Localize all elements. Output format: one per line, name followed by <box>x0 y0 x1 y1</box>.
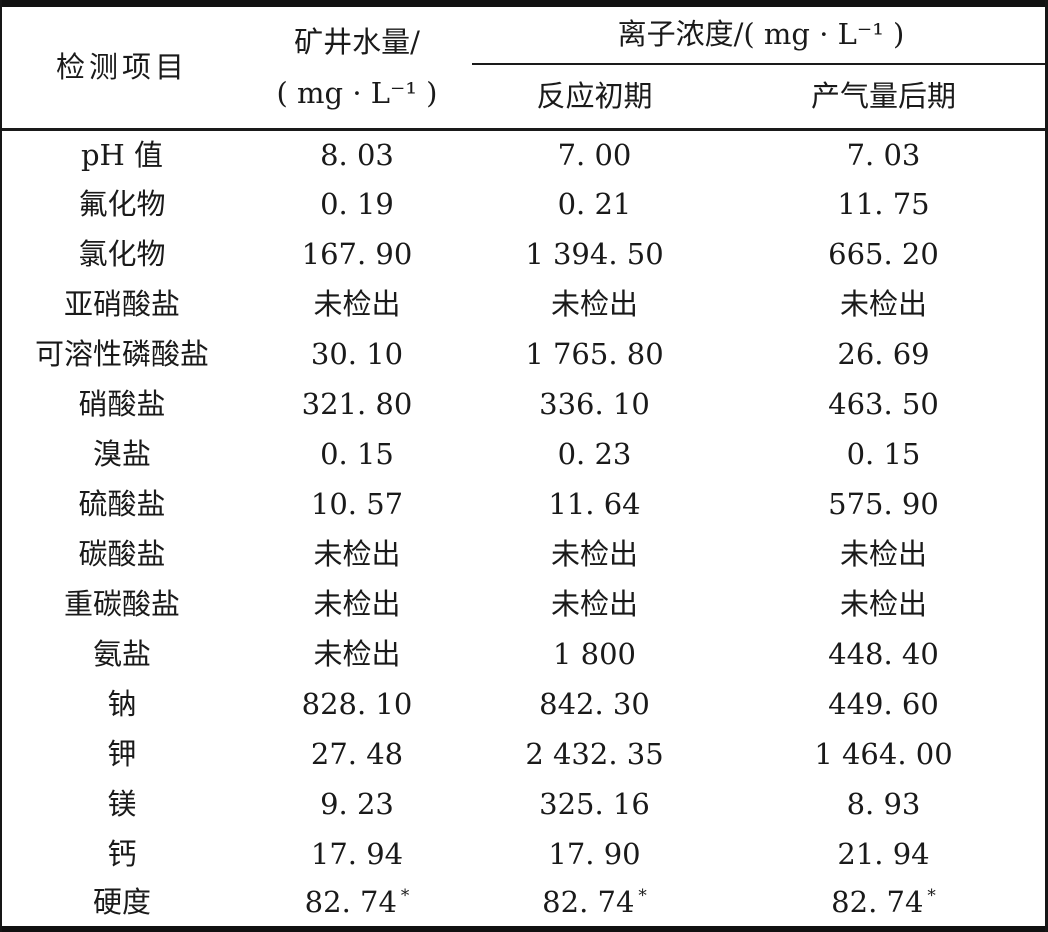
table-body: pH 值 8. 03 7. 00 7. 03 氟化物 0. 19 0. 21 11. 75 氯化… <box>2 130 1045 930</box>
cell-reaction-initial: 未检出 <box>550 536 638 571</box>
header-group-row: 检测项目 矿井水量/ ( mg · L⁻¹ ) 离子浓度/( mg · L⁻¹ … <box>2 3 1045 131</box>
row-item-label: 可溶性磷酸盐 <box>34 336 209 371</box>
table-row: 硝酸盐 321. 80 336. 10 463. 50 <box>2 379 1045 429</box>
header-detection-item: 检测项目 <box>2 3 242 131</box>
cell-mine-water: 未检出 <box>313 586 401 621</box>
cell-reaction-initial: 7. 00 <box>557 137 632 172</box>
table-row: 钾 27. 48 2 432. 35 1 464. 00 <box>2 729 1045 779</box>
cell-reaction-initial: 336. 10 <box>539 386 650 421</box>
cell-reaction-initial: 325. 16 <box>539 786 650 821</box>
cell-mine-water: 82. 74 * <box>304 885 410 920</box>
footnote-asterisk: * <box>400 885 410 906</box>
cell-gas-late: 21. 94 <box>837 836 930 871</box>
table-row: 碳酸盐 未检出 未检出 未检出 <box>2 529 1045 579</box>
header-sub-row: 反应初期 产气量后期 <box>2 63 1045 131</box>
cell-gas-late: 82. 74 * <box>831 885 936 920</box>
cell-gas-late: 7. 03 <box>846 137 921 172</box>
cell-reaction-initial: 未检出 <box>550 586 638 621</box>
row-item-label: 硬度 <box>92 885 151 920</box>
cell-mine-water: 828. 10 <box>301 686 413 721</box>
cell-reaction-initial: 17. 90 <box>548 836 641 871</box>
row-item-label: pH 值 <box>80 137 164 172</box>
row-item-label: 钠 <box>107 686 137 721</box>
cell-gas-late: 449. 60 <box>828 686 939 721</box>
cell-reaction-initial: 82. 74 * <box>542 885 647 920</box>
table-row: 氨盐 未检出 1 800 448. 40 <box>2 629 1045 679</box>
cell-gas-late: 463. 50 <box>828 386 939 421</box>
row-item-label: 钙 <box>107 836 137 871</box>
cell-reaction-initial: 0. 21 <box>557 187 632 222</box>
table-row: 钙 17. 94 17. 90 21. 94 <box>2 829 1045 879</box>
table-row: 硬度 82. 74 * 82. 74 * 82. 74 * <box>2 879 1045 929</box>
row-item-label: 钾 <box>107 736 137 771</box>
table-row: pH 值 8. 03 7. 00 7. 03 <box>2 130 1045 180</box>
cell-gas-late: 1 464. 00 <box>814 736 953 771</box>
cell-mine-water: 30. 10 <box>310 336 404 371</box>
cell-gas-late: 575. 90 <box>828 486 939 521</box>
cell-mine-water: 10. 57 <box>310 486 404 521</box>
table-row: 亚硝酸盐 未检出 未检出 未检出 <box>2 279 1045 329</box>
cell-mine-water: 167. 90 <box>301 237 413 272</box>
cell-reaction-initial: 未检出 <box>550 286 638 321</box>
row-item-label: 氨盐 <box>92 636 151 671</box>
cell-gas-late: 665. 20 <box>828 237 939 272</box>
cell-mine-water: 未检出 <box>313 636 401 671</box>
cell-reaction-initial: 842. 30 <box>539 686 650 721</box>
cell-reaction-initial: 11. 64 <box>548 486 641 521</box>
footnote-asterisk: * <box>927 885 936 906</box>
cell-mine-water: 9. 23 <box>320 786 394 821</box>
cell-gas-late: 8. 93 <box>846 786 921 821</box>
row-item-label: 溴盐 <box>92 436 151 471</box>
table-row: 氯化物 167. 90 1 394. 50 665. 20 <box>2 229 1045 279</box>
cell-mine-water: 8. 03 <box>320 137 394 172</box>
table-row: 溴盐 0. 15 0. 23 0. 15 <box>2 429 1045 479</box>
table-row: 硫酸盐 10. 57 11. 64 575. 90 <box>2 479 1045 529</box>
cell-mine-water: 321. 80 <box>301 386 413 421</box>
row-item-label: 碳酸盐 <box>78 536 166 571</box>
row-item-label: 亚硝酸盐 <box>63 286 180 321</box>
cell-mine-water: 0. 19 <box>320 187 394 222</box>
cell-reaction-initial: 2 432. 35 <box>525 736 664 771</box>
cell-reaction-initial: 1 394. 50 <box>525 237 664 272</box>
cell-gas-late: 11. 75 <box>837 187 930 222</box>
row-item-label: 氯化物 <box>78 237 166 272</box>
cell-gas-late: 448. 40 <box>828 636 939 671</box>
cell-reaction-initial: 1 765. 80 <box>525 336 664 371</box>
cell-gas-late: 未检出 <box>839 586 927 621</box>
cell-gas-late: 未检出 <box>839 536 927 571</box>
row-item-label: 硝酸盐 <box>78 386 166 421</box>
cell-gas-late: 0. 15 <box>846 436 921 471</box>
row-item-label: 氟化物 <box>78 187 166 222</box>
cell-mine-water: 17. 94 <box>310 836 404 871</box>
cell-reaction-initial: 0. 23 <box>557 436 632 471</box>
cell-mine-water: 未检出 <box>313 536 401 571</box>
table-row: 镁 9. 23 325. 16 8. 93 <box>2 779 1045 829</box>
row-item-label: 镁 <box>107 786 137 821</box>
cell-mine-water: 未检出 <box>313 286 401 321</box>
table-row: 氟化物 0. 19 0. 21 11. 75 <box>2 179 1045 229</box>
header-gas-production-late: 产气量后期 <box>717 63 1045 131</box>
header-mine-water-unit: ( mg · L⁻¹ ) <box>276 75 438 110</box>
cell-gas-late: 26. 69 <box>837 336 930 371</box>
cell-mine-water: 27. 48 <box>310 736 404 771</box>
table-row: 可溶性磷酸盐 30. 10 1 765. 80 26. 69 <box>2 329 1045 379</box>
row-item-label: 重碳酸盐 <box>63 586 180 621</box>
table-row: 钠 828. 10 842. 30 449. 60 <box>2 679 1045 729</box>
header-reaction-initial: 反应初期 <box>472 63 717 131</box>
header-ion-concentration-group: 离子浓度/( mg · L⁻¹ ) <box>472 3 1045 65</box>
cell-mine-water: 0. 15 <box>320 436 394 471</box>
cell-gas-late: 未检出 <box>839 286 927 321</box>
footnote-asterisk: * <box>638 885 647 906</box>
header-mine-water: 矿井水量/ ( mg · L⁻¹ ) <box>242 3 472 131</box>
header-mine-water-lines: 矿井水量/ ( mg · L⁻¹ ) <box>242 25 472 111</box>
table-header: 检测项目 矿井水量/ ( mg · L⁻¹ ) 离子浓度/( mg · L⁻¹ … <box>2 3 1045 131</box>
table-row: 重碳酸盐 未检出 未检出 未检出 <box>2 579 1045 629</box>
header-mine-water-title: 矿井水量/ <box>294 24 420 59</box>
row-item-label: 硫酸盐 <box>78 486 166 521</box>
cell-reaction-initial: 1 800 <box>552 636 637 671</box>
